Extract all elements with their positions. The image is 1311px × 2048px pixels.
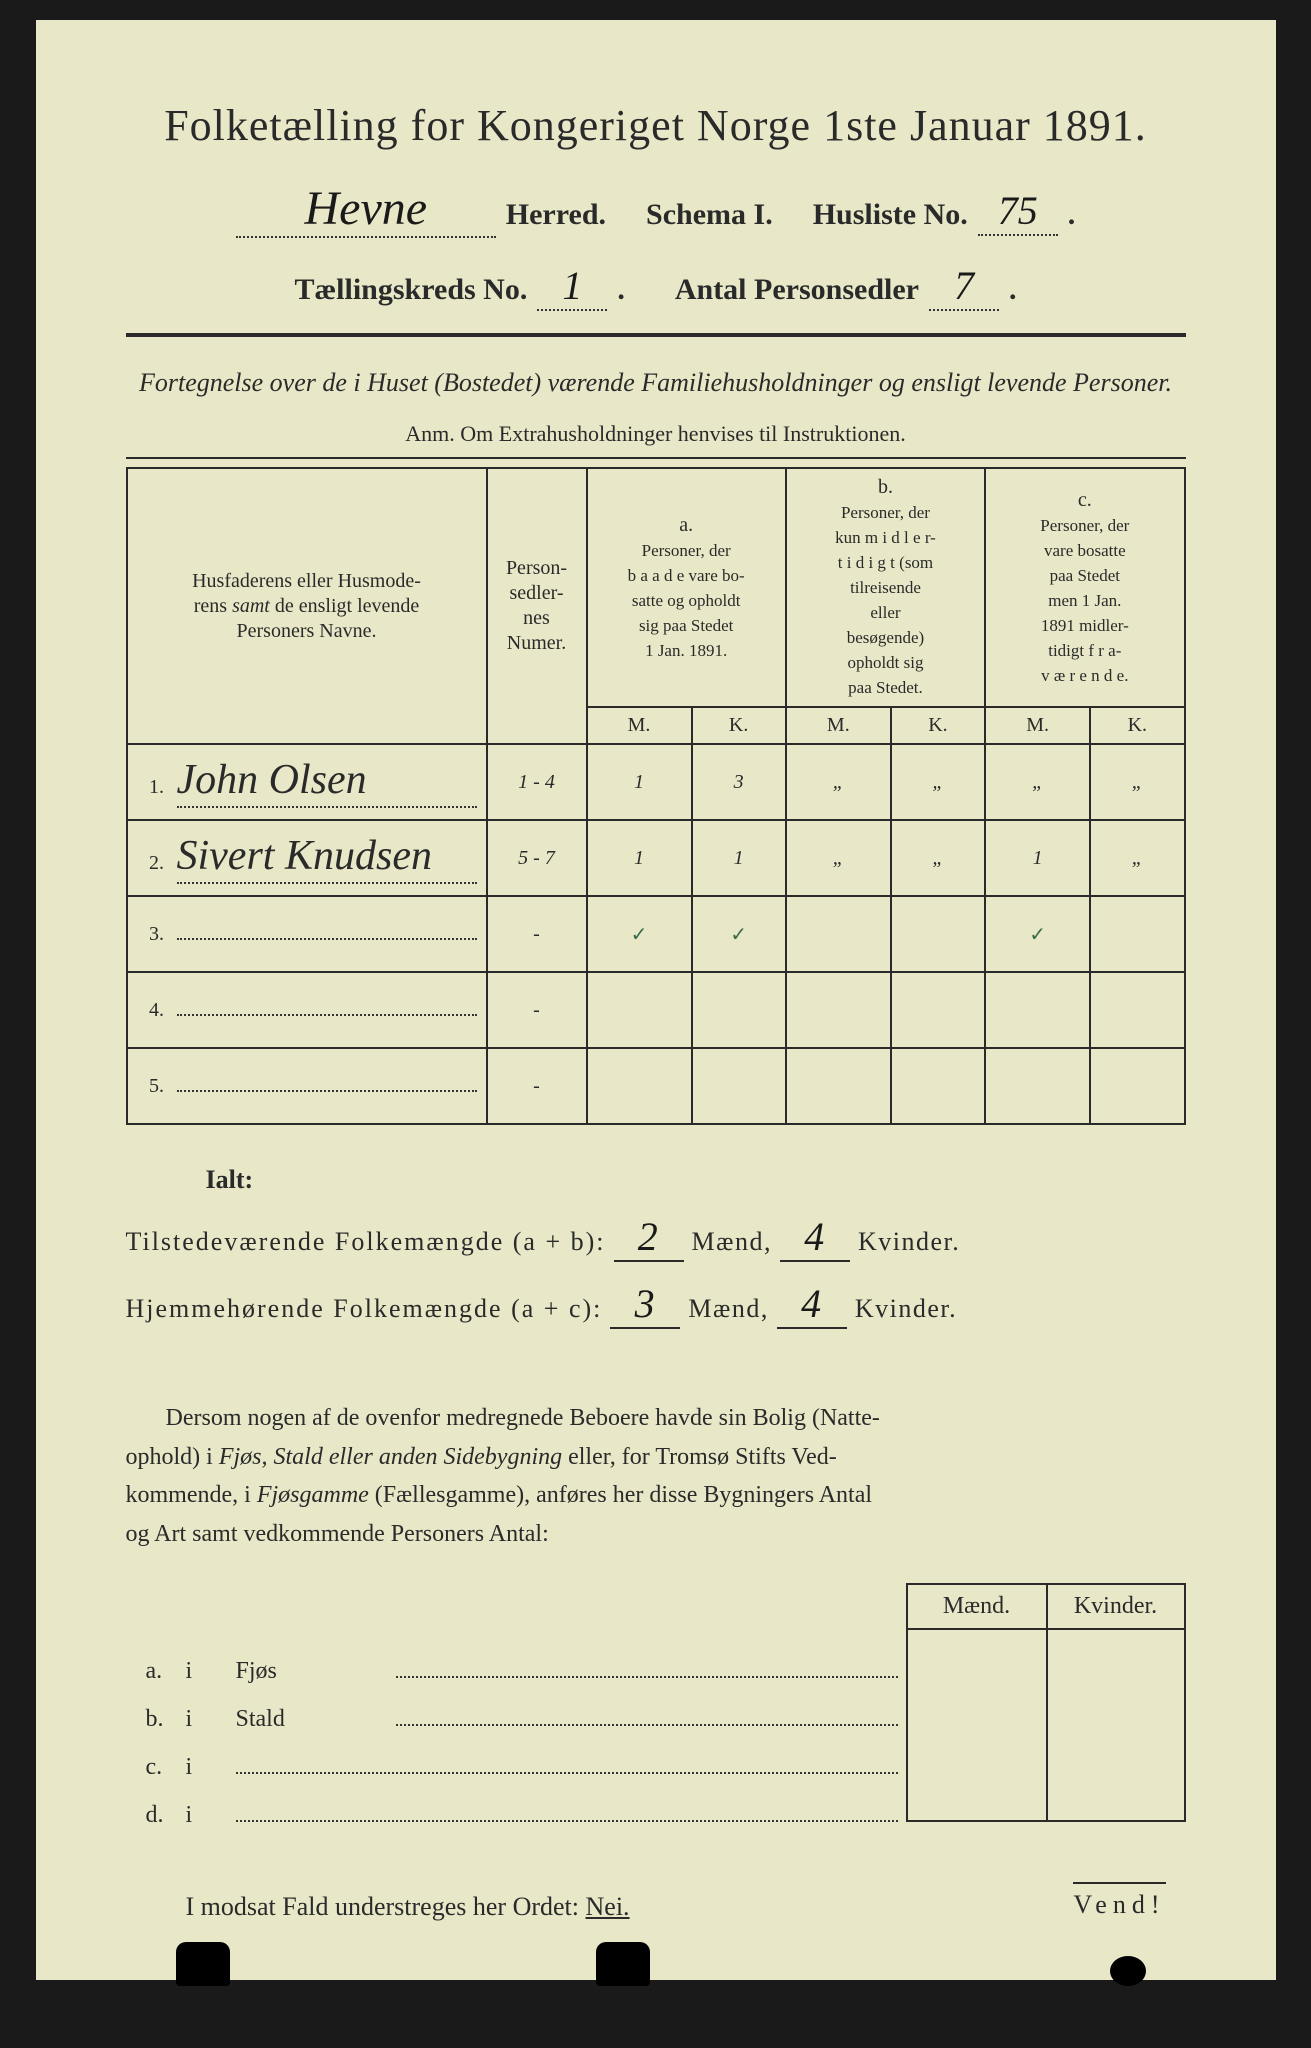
annotation-line: Anm. Om Extrahusholdninger henvises til … bbox=[126, 421, 1186, 447]
present-women: 4 bbox=[780, 1213, 850, 1262]
cell-c-m: „ bbox=[985, 744, 1090, 820]
bt-col-maend: Mænd. bbox=[906, 1583, 1046, 1630]
bt-row: a. i Fjøs bbox=[126, 1630, 1186, 1678]
punch-hole-icon bbox=[1110, 1956, 1146, 1986]
bt-col-kvinder: Kvinder. bbox=[1046, 1583, 1186, 1630]
divider bbox=[126, 333, 1186, 337]
herred-value: Hevne bbox=[236, 181, 496, 238]
table-row: 4. - bbox=[127, 972, 1185, 1048]
subcol-a-m: M. bbox=[587, 707, 692, 744]
bt-row: d. i bbox=[126, 1774, 1186, 1822]
subcol-b-m: M. bbox=[786, 707, 891, 744]
bt-row: c. i bbox=[126, 1726, 1186, 1774]
total-present: Tilstedeværende Folkemængde (a + b): 2 M… bbox=[126, 1213, 1186, 1262]
cell-a-k: ✓ bbox=[692, 896, 786, 972]
bt-row: b. i Stald bbox=[126, 1678, 1186, 1726]
name-value bbox=[177, 1012, 477, 1016]
page-title: Folketælling for Kongeriget Norge 1ste J… bbox=[126, 100, 1186, 151]
kreds-value: 1 bbox=[537, 262, 607, 311]
cell-c-m: ✓ bbox=[985, 896, 1090, 972]
nei-word: Nei. bbox=[586, 1892, 630, 1921]
cell-a-k: 1 bbox=[692, 820, 786, 896]
divider bbox=[126, 457, 1186, 459]
cell-b-m: „ bbox=[786, 744, 891, 820]
header-line-2: Tællingskreds No. 1 . Antal Personsedler… bbox=[126, 262, 1186, 311]
table-row: 5. - bbox=[127, 1048, 1185, 1124]
schema-label: Schema I. bbox=[646, 198, 773, 232]
cell-c-k bbox=[1090, 896, 1184, 972]
cell-b-k: „ bbox=[891, 744, 985, 820]
form-subtitle: Fortegnelse over de i Huset (Bostedet) v… bbox=[126, 365, 1186, 401]
subcol-b-k: K. bbox=[891, 707, 985, 744]
subcol-c-k: K. bbox=[1090, 707, 1184, 744]
present-men: 2 bbox=[614, 1213, 684, 1262]
building-paragraph: Dersom nogen af de ovenfor medregnede Be… bbox=[126, 1399, 1186, 1553]
cell-a-m: ✓ bbox=[587, 896, 692, 972]
household-table: Husfaderens eller Husmode-rens samt de e… bbox=[126, 467, 1186, 1125]
nei-line: I modsat Fald understreges her Ordet: Ne… bbox=[126, 1892, 1186, 1922]
col-header-a: a. Personer, derb a a d e vare bo-satte … bbox=[587, 468, 786, 707]
cell-b-m: „ bbox=[786, 820, 891, 896]
punch-hole-icon bbox=[176, 1942, 230, 1986]
census-form-page: Folketælling for Kongeriget Norge 1ste J… bbox=[36, 20, 1276, 1980]
resident-women: 4 bbox=[777, 1280, 847, 1329]
col-header-b: b. Personer, derkun m i d l e r-t i d i … bbox=[786, 468, 985, 707]
punch-hole-icon bbox=[596, 1942, 650, 1986]
cell-a-m: 1 bbox=[587, 820, 692, 896]
col-header-names: Husfaderens eller Husmode-rens samt de e… bbox=[127, 468, 487, 744]
cell-a-k: 3 bbox=[692, 744, 786, 820]
table-row: 1.John Olsen 1 - 4 1 3 „ „ „ „ bbox=[127, 744, 1185, 820]
husliste-label: Husliste No. bbox=[813, 198, 968, 232]
subcol-a-k: K. bbox=[692, 707, 786, 744]
header-line-1: Hevne Herred. Schema I. Husliste No. 75 … bbox=[126, 181, 1186, 238]
name-value bbox=[177, 1088, 477, 1092]
cell-c-k: „ bbox=[1090, 820, 1184, 896]
name-value: John Olsen bbox=[177, 756, 477, 808]
herred-label: Herred. bbox=[506, 198, 606, 232]
numer-value: - bbox=[487, 1048, 587, 1124]
cell-b-k bbox=[891, 896, 985, 972]
numer-value: - bbox=[487, 972, 587, 1048]
antal-label: Antal Personsedler bbox=[675, 273, 919, 307]
cell-b-k: „ bbox=[891, 820, 985, 896]
table-row: 2.Sivert Knudsen 5 - 7 1 1 „ „ 1 „ bbox=[127, 820, 1185, 896]
name-value bbox=[177, 936, 477, 940]
name-value: Sivert Knudsen bbox=[177, 832, 477, 884]
vend-label: Vend! bbox=[1073, 1882, 1165, 1920]
resident-men: 3 bbox=[610, 1280, 680, 1329]
kreds-label: Tællingskreds No. bbox=[295, 273, 528, 307]
building-table: Mænd. Kvinder. a. i Fjøs b. i Stald c. i… bbox=[126, 1583, 1186, 1822]
col-header-numer: Person-sedler-nesNumer. bbox=[487, 468, 587, 744]
cell-c-k: „ bbox=[1090, 744, 1184, 820]
col-header-c: c. Personer, dervare bosattepaa Stedetme… bbox=[985, 468, 1184, 707]
ialt-label: Ialt: bbox=[206, 1165, 1186, 1195]
cell-c-m: 1 bbox=[985, 820, 1090, 896]
antal-value: 7 bbox=[929, 262, 999, 311]
numer-value: 1 - 4 bbox=[487, 744, 587, 820]
numer-value: 5 - 7 bbox=[487, 820, 587, 896]
cell-a-m: 1 bbox=[587, 744, 692, 820]
husliste-value: 75 bbox=[978, 187, 1058, 236]
table-row: 3. - ✓ ✓ ✓ bbox=[127, 896, 1185, 972]
numer-value: - bbox=[487, 896, 587, 972]
subcol-c-m: M. bbox=[985, 707, 1090, 744]
total-resident: Hjemmehørende Folkemængde (a + c): 3 Mæn… bbox=[126, 1280, 1186, 1329]
cell-b-m bbox=[786, 896, 891, 972]
